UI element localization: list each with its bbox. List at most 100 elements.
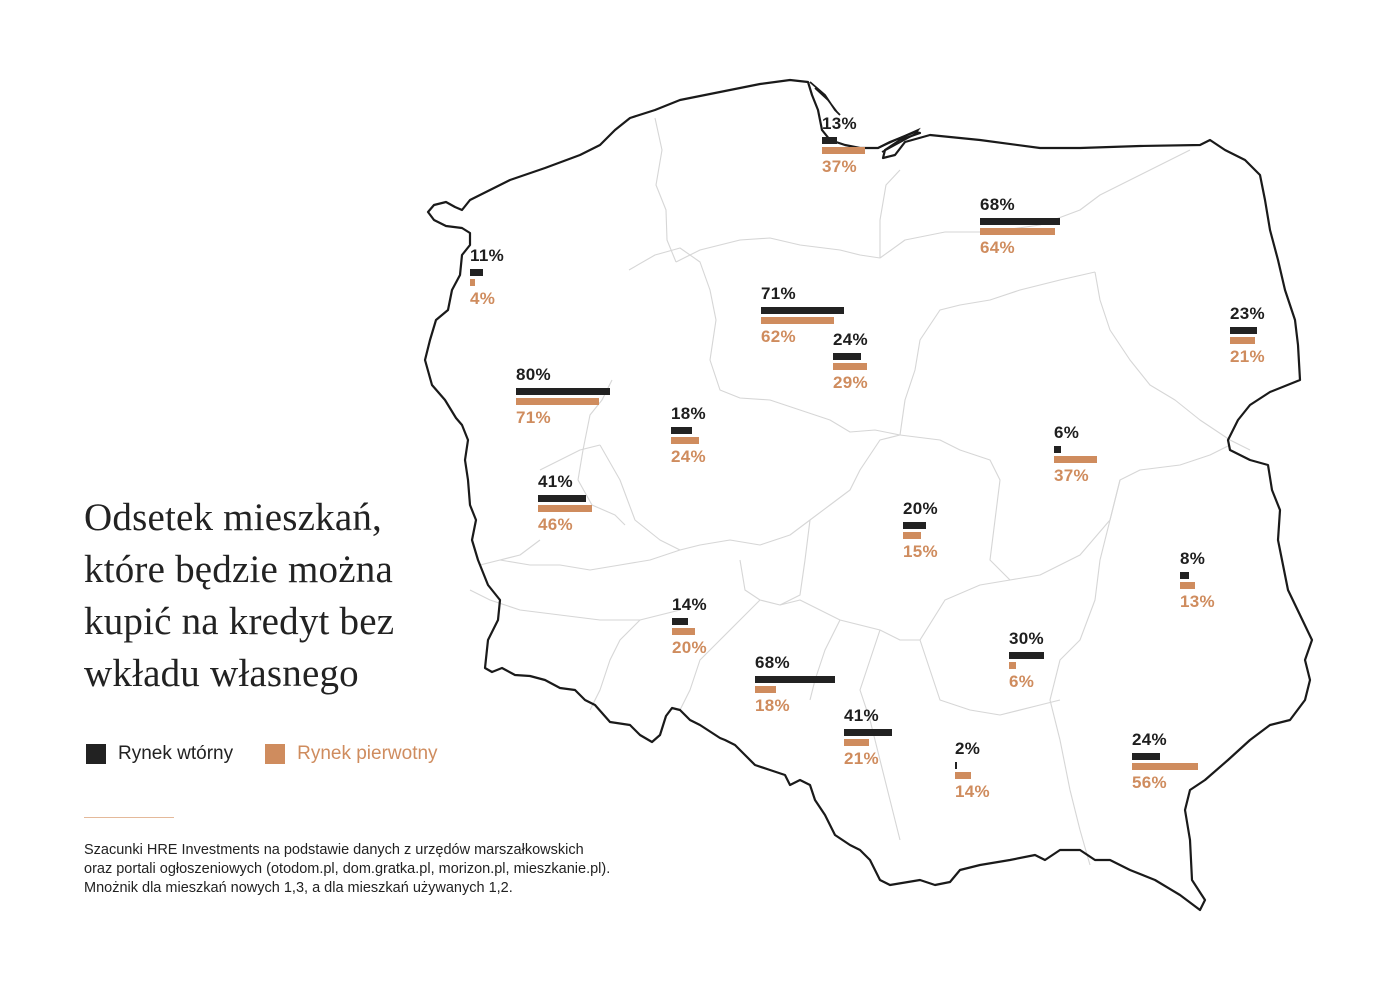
primary-market-bar [755,686,777,693]
region-bars-gorzów-wlkp-: 80% 71% [516,366,610,427]
secondary-market-value: 80% [516,365,551,384]
primary-market-bar [761,317,834,324]
region-bars-warszawa: 6% 37% [1054,423,1098,485]
secondary-market-bar [671,427,693,434]
primary-market-value: 14% [955,782,990,801]
divider-line [84,817,174,818]
primary-market-value: 13% [1180,592,1215,611]
chart-legend: Rynek wtórny Rynek pierwotny [86,743,470,765]
primary-market-bar [1132,763,1198,770]
secondary-market-bar [1230,327,1257,334]
primary-market-bar [980,228,1055,235]
page-title: Odsetek mieszkań, które będzie można kup… [84,492,444,700]
secondary-market-value: 68% [755,653,790,672]
secondary-market-value: 11% [470,246,504,265]
region-bars-szczecin: 11% 4% [470,247,504,308]
region-borders [469,117,1251,866]
primary-market-bar [470,279,475,286]
primary-market-bar [1230,337,1255,344]
vistula-spit [877,127,921,153]
secondary-market-bar [470,269,483,276]
primary-market-value: 29% [833,373,868,392]
source-footnote: Szacunki HRE Investments na podstawie da… [84,841,610,898]
secondary-market-value: 8% [1180,549,1206,568]
secondary-market-bar [1180,572,1190,579]
primary-market-bar [671,437,700,444]
secondary-market-bar [1132,753,1161,760]
footnote-line: Mnożnik dla mieszkań nowych 1,3, a dla m… [84,880,513,896]
primary-market-value: 37% [1054,466,1089,485]
primary-market-value: 20% [672,638,707,657]
secondary-market-value: 24% [1132,730,1167,749]
primary-market-value: 64% [980,238,1015,257]
secondary-market-bar [822,137,838,144]
primary-market-bar [1054,456,1098,463]
secondary-market-value: 24% [833,330,868,349]
primary-market-bar [833,363,867,370]
secondary-market-value: 41% [538,472,573,491]
region-bars-lublin: 8% 13% [1180,550,1215,611]
region-bars-kielce: 30% 6% [1009,630,1045,691]
secondary-market-bar [833,353,862,360]
primary-market-bar [903,532,921,539]
secondary-market-bar [538,495,586,502]
region-bars-rzeszów: 24% 56% [1132,731,1198,792]
secondary-market-bar [980,218,1060,225]
secondary-market-value: 68% [980,195,1015,214]
secondary-market-bar [844,729,892,736]
secondary-market-value: 2% [955,739,981,758]
secondary-market-bar [672,618,689,625]
legend-swatch-primary [265,744,286,764]
primary-market-value: 62% [761,327,796,346]
region-bars-białystok: 23% 21% [1230,305,1265,366]
legend-item-primary-market: Rynek pierwotny [265,743,438,765]
primary-market-bar [844,739,869,746]
secondary-market-value: 14% [672,595,707,614]
primary-market-value: 56% [1132,773,1167,792]
secondary-market-value: 41% [844,706,879,725]
legend-item-secondary-market: Rynek wtórny [86,743,233,765]
primary-market-value: 24% [671,447,706,466]
region-bars-toruń: 24% 29% [833,331,868,392]
title-line: Odsetek mieszkań, [84,496,382,539]
primary-market-bar [1180,582,1196,589]
secondary-market-bar [1054,446,1062,453]
region-bars-kraków: 2% 14% [955,740,990,801]
country-outline [423,78,1314,912]
region-bars-gdańsk: 13% 37% [822,114,866,176]
secondary-market-value: 23% [1230,304,1265,323]
primary-market-bar [1009,662,1017,669]
title-line: wkładu własnego [84,652,359,695]
primary-market-value: 15% [903,542,938,561]
region-bars-poznań: 18% 24% [671,405,706,466]
secondary-market-value: 6% [1054,423,1080,442]
primary-market-value: 46% [538,515,573,534]
primary-market-value: 37% [822,157,857,176]
legend-swatch-secondary [86,744,106,764]
legend-label-secondary: Rynek wtórny [118,743,234,764]
region-bars-olsztyn: 68% 64% [980,196,1060,257]
secondary-market-value: 13% [822,114,857,133]
footnote-line: Szacunki HRE Investments na podstawie da… [84,842,584,858]
secondary-market-bar [955,762,958,769]
secondary-market-value: 20% [903,499,938,518]
region-bars-wrocław: 14% 20% [672,596,707,657]
primary-market-bar [538,505,592,512]
primary-market-value: 21% [844,749,879,768]
region-bars-zielona-góra: 41% 46% [538,473,592,534]
primary-market-value: 21% [1230,347,1265,366]
region-bars-bydgoszcz: 71% 62% [761,285,845,346]
secondary-market-bar [516,388,610,395]
primary-market-value: 71% [516,408,551,427]
primary-market-bar [822,147,866,154]
footnote-line: oraz portali ogłoszeniowych (otodom.pl, … [84,861,611,877]
primary-market-value: 6% [1009,672,1035,691]
region-bars-opole: 68% 18% [755,654,835,715]
region-bars-katowice: 41% 21% [844,707,892,768]
secondary-market-bar [755,676,835,683]
secondary-market-bar [903,522,927,529]
primary-market-bar [672,628,696,635]
secondary-market-value: 18% [671,404,706,423]
title-line: kupić na kredyt bez [84,600,395,643]
